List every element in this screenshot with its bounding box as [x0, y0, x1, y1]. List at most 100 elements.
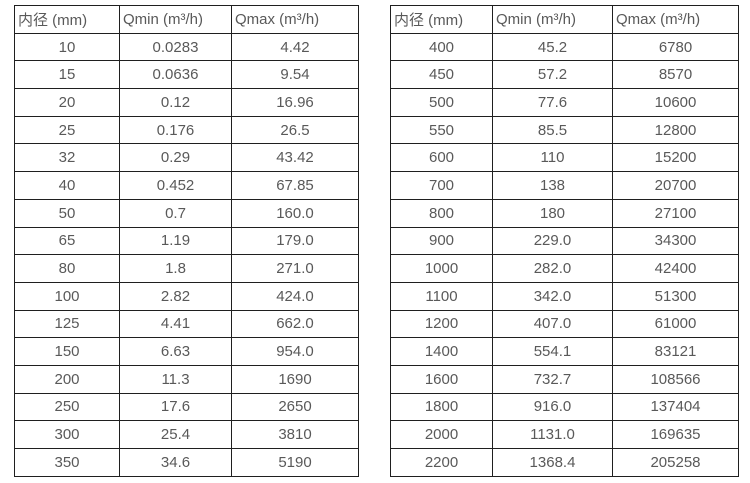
table-cell: 10: [14, 32, 120, 62]
table-cell: 179.0: [231, 226, 359, 256]
table-cell: 500: [390, 88, 493, 117]
table-cell: 32: [14, 143, 120, 173]
table-cell: 424.0: [231, 281, 359, 311]
table-cell: 1400: [390, 337, 493, 366]
table-row: 550 85.5 12800: [390, 115, 739, 145]
table-cell: 25.4: [119, 420, 232, 449]
table-row: 25 0.176 26.5: [14, 115, 359, 145]
table-cell: 50: [14, 198, 120, 228]
table-cell: 110: [492, 143, 613, 173]
table-cell: 83121: [612, 337, 739, 366]
table-row: 1100 342.0 51300: [390, 281, 739, 311]
table-row: 150 6.63 954.0: [14, 337, 359, 366]
table-cell: 0.0283: [119, 32, 232, 62]
table-cell: 45.2: [492, 32, 613, 62]
table-row: 900 229.0 34300: [390, 226, 739, 256]
table-cell: 1690: [231, 364, 359, 394]
table-row: 2200 1368.4 205258: [390, 448, 739, 477]
table-cell: 108566: [612, 364, 739, 394]
table-row: 1800 916.0 137404: [390, 392, 739, 422]
table-row: 1400 554.1 83121: [390, 337, 739, 366]
table-cell: 1.19: [119, 226, 232, 256]
table-cell: 34.6: [119, 448, 232, 477]
table-cell: 125: [14, 309, 120, 339]
table-cell: 4.42: [231, 32, 359, 62]
table-cell: 1600: [390, 364, 493, 394]
table-cell: 26.5: [231, 115, 359, 145]
table-cell: 17.6: [119, 392, 232, 422]
table-cell: 1368.4: [492, 448, 613, 477]
table-cell: 1800: [390, 392, 493, 422]
table-cell: 4.41: [119, 309, 232, 339]
table-cell: 600: [390, 143, 493, 173]
table-row: 1600 732.7 108566: [390, 364, 739, 394]
table-row: 350 34.6 5190: [14, 448, 359, 477]
table-cell: 57.2: [492, 60, 613, 90]
table-row: 65 1.19 179.0: [14, 226, 359, 256]
table-row: 1200 407.0 61000: [390, 309, 739, 339]
table-cell: 169635: [612, 420, 739, 449]
table-cell: 67.85: [231, 171, 359, 200]
table-cell: 400: [390, 32, 493, 62]
table-cell: 1200: [390, 309, 493, 339]
table-cell: 15: [14, 60, 120, 90]
table-cell: 2200: [390, 448, 493, 477]
table-cell: 77.6: [492, 88, 613, 117]
table-cell: 350: [14, 448, 120, 477]
table-cell: 100: [14, 281, 120, 311]
table-row: 1000 282.0 42400: [390, 254, 739, 283]
table-body: 10 0.0283 4.42 15 0.0636 9.54 20 0.12 16.96 25 0.1…: [14, 32, 359, 477]
table-cell: 80: [14, 254, 120, 283]
table-cell: 282.0: [492, 254, 613, 283]
table-cell: 0.29: [119, 143, 232, 173]
table-cell: 6780: [612, 32, 739, 62]
table-cell: 0.12: [119, 88, 232, 117]
table-cell: 554.1: [492, 337, 613, 366]
header-inner-diameter: 内径 (mm): [390, 5, 493, 34]
table-row: 450 57.2 8570: [390, 60, 739, 90]
header-inner-diameter: 内径 (mm): [14, 5, 120, 34]
table-cell: 51300: [612, 281, 739, 311]
table-cell: 3810: [231, 420, 359, 449]
table-cell: 42400: [612, 254, 739, 283]
table-header-row: 内径 (mm) Qmin (m³/h) Qmax (m³/h): [14, 5, 359, 34]
table-cell: 137404: [612, 392, 739, 422]
table-row: 125 4.41 662.0: [14, 309, 359, 339]
table-cell: 205258: [612, 448, 739, 477]
table-cell: 43.42: [231, 143, 359, 173]
table-row: 100 2.82 424.0: [14, 281, 359, 311]
table-cell: 12800: [612, 115, 739, 145]
table-cell: 271.0: [231, 254, 359, 283]
table-cell: 180: [492, 198, 613, 228]
table-cell: 1000: [390, 254, 493, 283]
table-cell: 138: [492, 171, 613, 200]
header-qmin: Qmin (m³/h): [492, 5, 613, 34]
table-cell: 0.7: [119, 198, 232, 228]
table-cell: 1.8: [119, 254, 232, 283]
table-cell: 9.54: [231, 60, 359, 90]
table-cell: 0.176: [119, 115, 232, 145]
table-cell: 15200: [612, 143, 739, 173]
table-cell: 342.0: [492, 281, 613, 311]
table-cell: 16.96: [231, 88, 359, 117]
table-cell: 11.3: [119, 364, 232, 394]
table-row: 40 0.452 67.85: [14, 171, 359, 200]
table-cell: 20: [14, 88, 120, 117]
table-cell: 61000: [612, 309, 739, 339]
table-cell: 662.0: [231, 309, 359, 339]
table-row: 32 0.29 43.42: [14, 143, 359, 173]
table-cell: 407.0: [492, 309, 613, 339]
table-row: 200 11.3 1690: [14, 364, 359, 394]
table-cell: 916.0: [492, 392, 613, 422]
table-row: 250 17.6 2650: [14, 392, 359, 422]
table-row: 600 110 15200: [390, 143, 739, 173]
table-cell: 8570: [612, 60, 739, 90]
table-cell: 5190: [231, 448, 359, 477]
table-row: 400 45.2 6780: [390, 32, 739, 62]
table-cell: 40: [14, 171, 120, 200]
table-row: 700 138 20700: [390, 171, 739, 200]
table-cell: 34300: [612, 226, 739, 256]
table-cell: 200: [14, 364, 120, 394]
table-cell: 10600: [612, 88, 739, 117]
